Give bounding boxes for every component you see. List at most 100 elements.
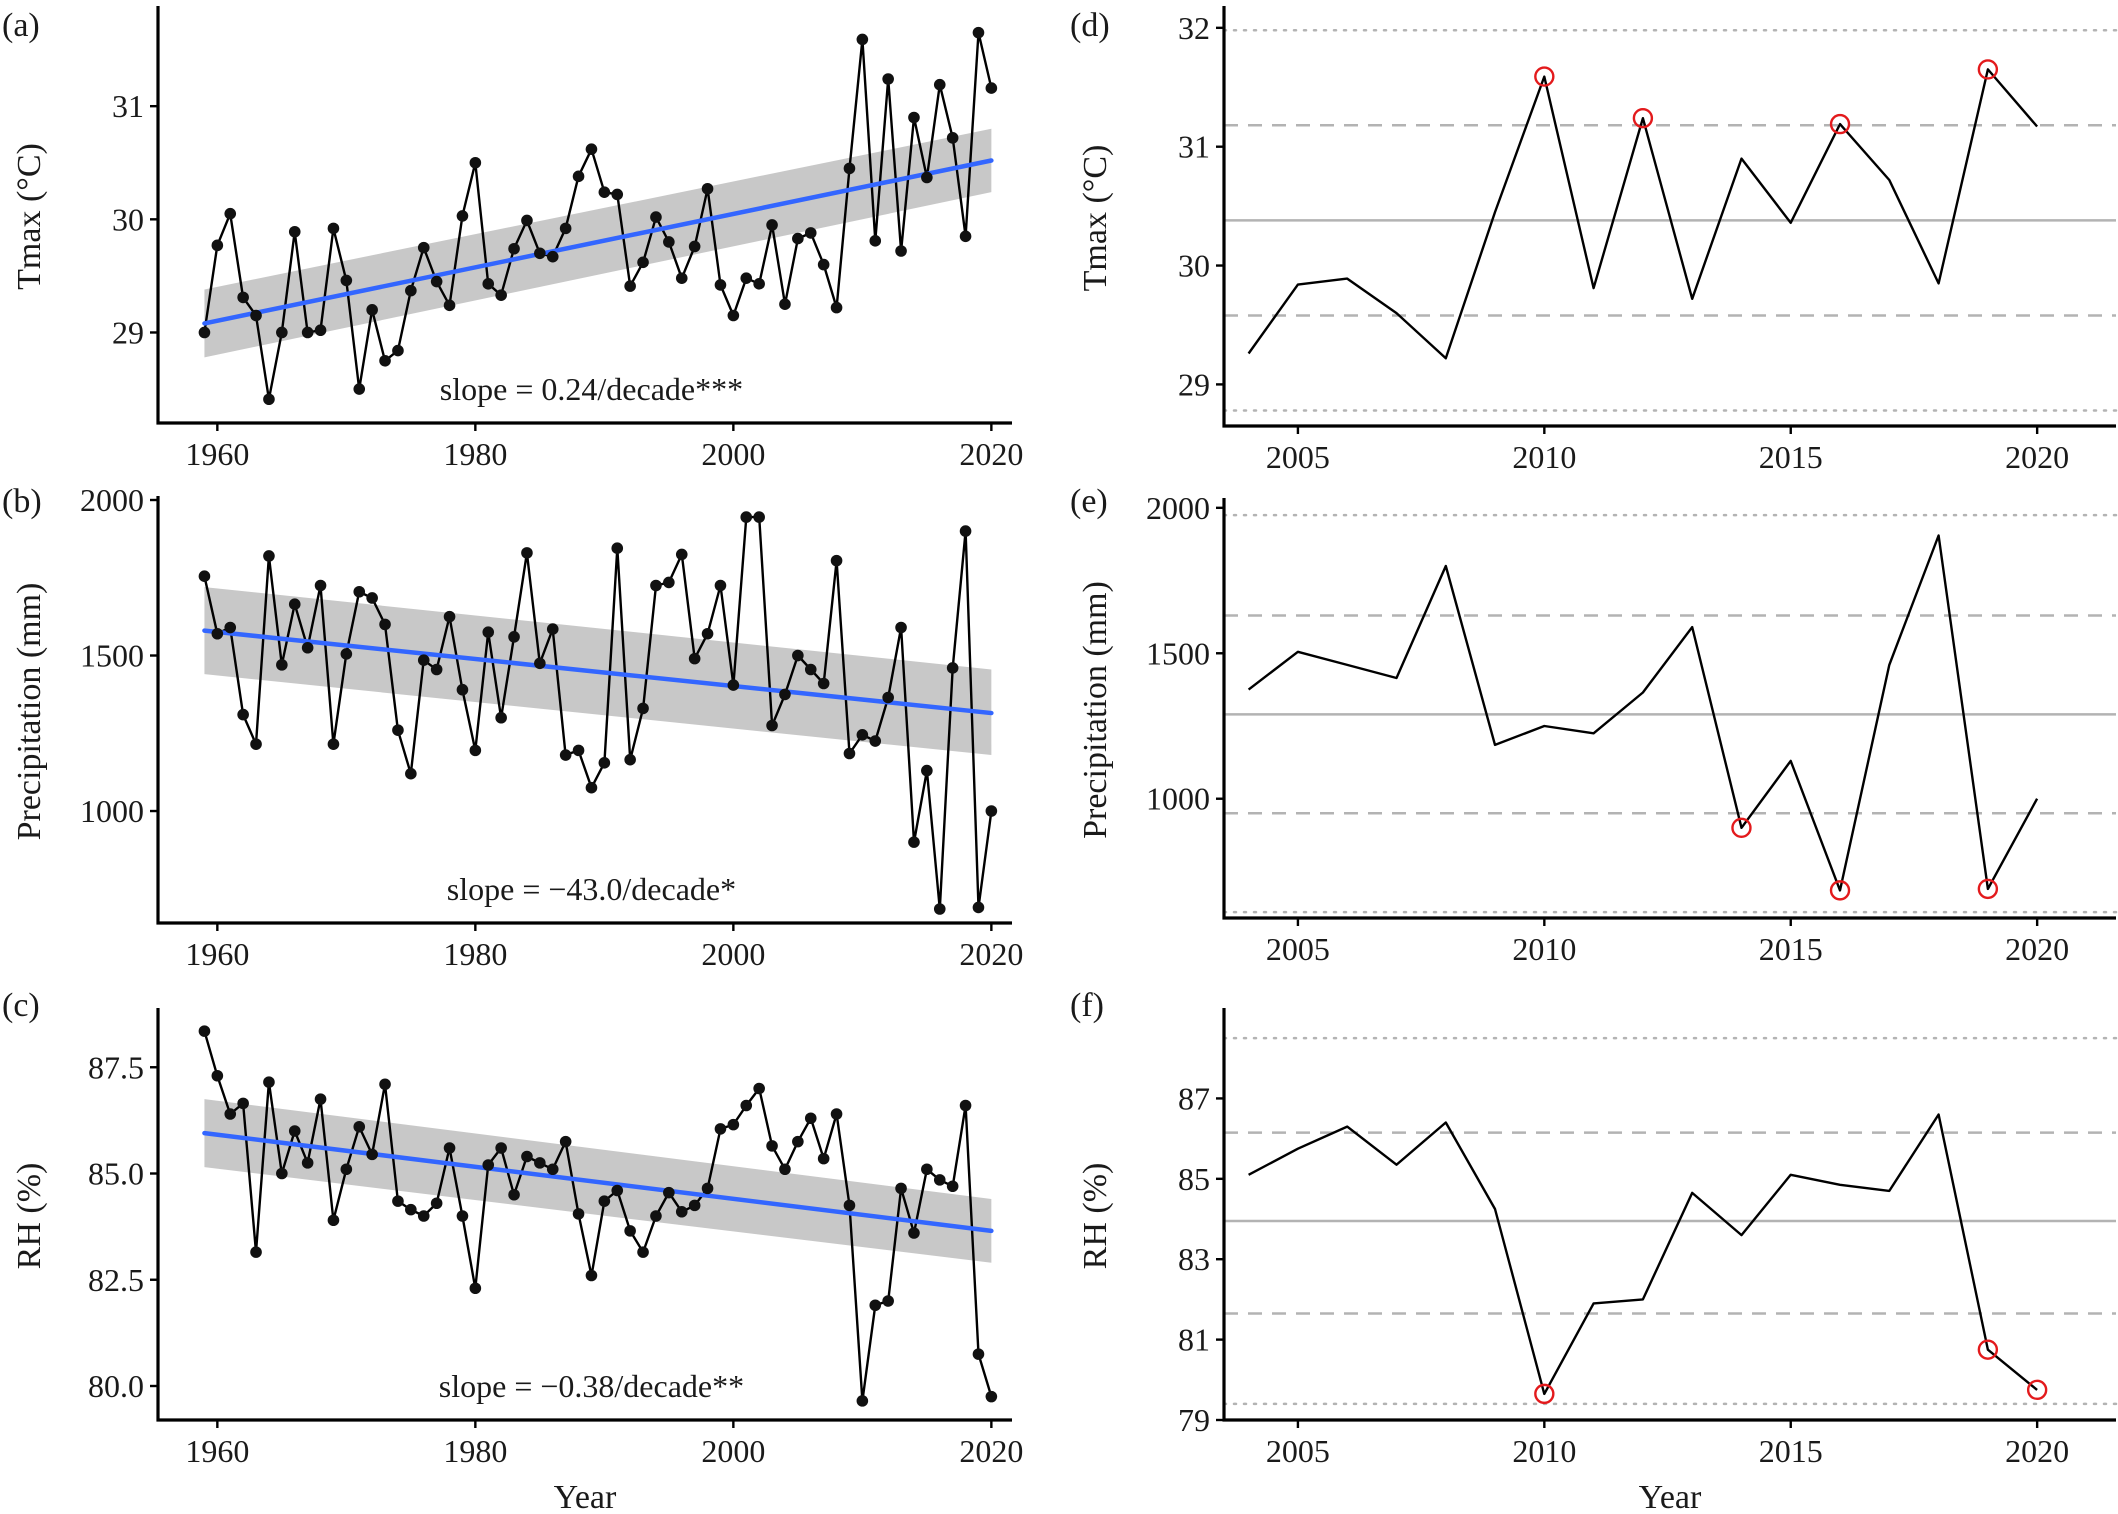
- data-point: [572, 744, 585, 757]
- data-point: [701, 182, 714, 195]
- data-point: [598, 186, 611, 198]
- y-tick-label: 32: [1178, 10, 1210, 46]
- data-point: [469, 156, 482, 169]
- data-point: [301, 641, 314, 654]
- data-point: [663, 1186, 675, 1199]
- data-point: [921, 1163, 933, 1176]
- data-point: [624, 280, 636, 292]
- data-point: [727, 309, 740, 322]
- data-point: [508, 242, 520, 255]
- data-point: [766, 1140, 778, 1152]
- x-tick-label: 2020: [959, 936, 1023, 972]
- data-point: [856, 729, 869, 741]
- data-point: [237, 291, 249, 304]
- x-axis-title: Year: [554, 1479, 617, 1514]
- data-point: [237, 1097, 249, 1110]
- data-point: [534, 247, 546, 260]
- data-point: [456, 1210, 469, 1222]
- y-tick-label: 85.0: [88, 1156, 144, 1192]
- data-point: [250, 738, 262, 750]
- data-point: [637, 702, 649, 715]
- x-tick-label: 2010: [1512, 931, 1576, 967]
- data-point: [637, 256, 649, 269]
- data-point: [314, 579, 327, 592]
- data-point: [740, 511, 753, 523]
- data-point: [276, 659, 288, 671]
- x-tick-label: 2020: [959, 1433, 1023, 1469]
- data-point: [792, 1135, 804, 1148]
- data-point: [405, 284, 417, 297]
- data-point: [392, 344, 404, 357]
- data-point: [624, 753, 636, 766]
- x-tick-label: 2015: [1759, 1433, 1823, 1469]
- x-tick-label: 2005: [1266, 931, 1330, 967]
- data-point: [624, 1225, 636, 1237]
- data-point: [753, 511, 765, 523]
- data-point: [804, 1112, 817, 1125]
- data-point: [727, 1118, 740, 1131]
- data-point: [908, 111, 920, 124]
- data-point: [469, 744, 482, 757]
- panel-label: (a): [2, 7, 40, 44]
- data-point: [701, 1182, 714, 1195]
- data-point: [211, 627, 224, 640]
- data-point: [753, 1082, 765, 1095]
- data-point: [340, 648, 353, 660]
- data-point: [211, 1069, 224, 1082]
- trend-line: [202, 628, 994, 716]
- data-point: [972, 901, 985, 914]
- extreme-marker: [1731, 817, 1752, 839]
- data-point: [843, 1199, 856, 1212]
- data-point: [921, 171, 933, 184]
- data-point: [830, 301, 843, 314]
- data-point: [340, 1163, 353, 1176]
- data-point: [611, 188, 624, 201]
- extreme-marker: [1829, 113, 1851, 135]
- data-point: [985, 1390, 998, 1403]
- data-point: [495, 711, 507, 724]
- data-point: [211, 239, 224, 252]
- data-point: [392, 724, 404, 736]
- panel-f: 2005 2010 2015 2020 79 81 83 85 87 RH (%) (f) Year: [1070, 987, 2118, 1514]
- data-point: [495, 1142, 507, 1154]
- data-point: [443, 299, 456, 312]
- data-point: [792, 232, 804, 245]
- data-point: [379, 1078, 391, 1091]
- data-point: [701, 627, 714, 640]
- panel-b: 1960 1980 2000 2020 1000 1500 2000 Precipitatio…: [2, 482, 1023, 972]
- data-point: [456, 210, 469, 222]
- x-tick-label: 1960: [185, 936, 249, 972]
- data-point: [843, 162, 856, 175]
- y-tick-label: 1500: [80, 638, 144, 674]
- data-point: [559, 222, 572, 235]
- trend-line: [202, 158, 994, 326]
- panel-label: (c): [2, 987, 40, 1024]
- y-axis-title: Tmax (°C): [11, 143, 48, 290]
- panel-a: 1960 1980 2000 2020 29 30 31 Tmax (°C) (a) slope …: [2, 6, 1023, 472]
- data-point: [869, 735, 882, 747]
- data-point: [714, 1123, 727, 1135]
- data-point: [224, 621, 237, 634]
- y-tick-label: 1000: [80, 793, 144, 829]
- data-point: [688, 240, 701, 253]
- y-axis-title: Tmax (°C): [1077, 145, 1114, 292]
- y-tick-label: 30: [112, 201, 144, 237]
- y-axis-title: Precipitation (mm): [11, 583, 48, 841]
- y-tick-label: 29: [1178, 366, 1210, 402]
- data-point: [714, 579, 727, 592]
- x-tick-label: 2020: [959, 436, 1023, 472]
- x-tick-label: 1980: [443, 1433, 507, 1469]
- data-point: [546, 623, 559, 635]
- extreme-marker: [1977, 59, 1999, 80]
- data-point: [869, 235, 882, 247]
- trend-line: [202, 1130, 994, 1234]
- data-point: [417, 654, 430, 666]
- data-point: [585, 1269, 598, 1282]
- x-tick-label: 2005: [1266, 439, 1330, 475]
- data-point: [895, 1182, 907, 1195]
- x-tick-label: 1960: [185, 1433, 249, 1469]
- panel-label: (b): [2, 483, 42, 520]
- data-point: [379, 618, 391, 631]
- data-point: [869, 1299, 882, 1312]
- data-point: [585, 781, 598, 794]
